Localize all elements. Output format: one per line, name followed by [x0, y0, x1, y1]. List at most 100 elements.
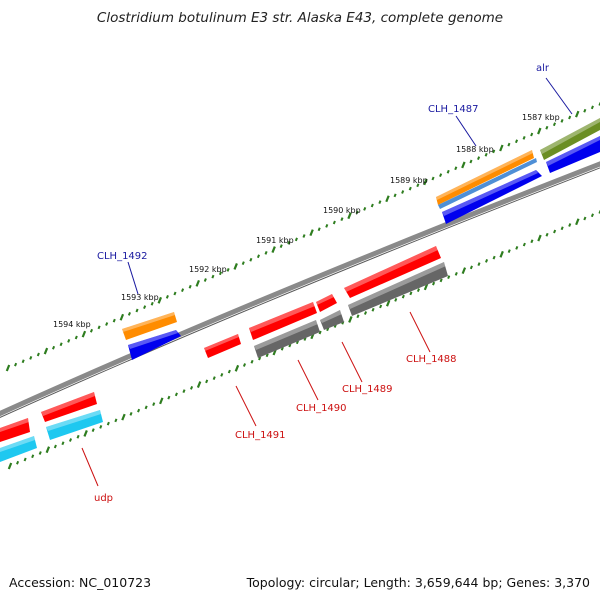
outer-track-tick: [545, 125, 549, 130]
leader-clh-1489: [341, 341, 363, 383]
gene-clh-1488-gray: [348, 262, 448, 316]
inner-track-tick: [385, 299, 391, 307]
inner-track-tick: [379, 304, 383, 309]
inner-track-tick: [23, 457, 27, 462]
outer-track-tick: [14, 362, 18, 367]
outer-track-tick: [499, 144, 504, 152]
inner-track-tick: [371, 307, 375, 312]
outer-track-tick: [143, 305, 147, 309]
outer-track-tick: [507, 142, 511, 147]
inner-track-tick: [537, 234, 542, 242]
inner-track-tick: [250, 359, 254, 364]
outer-track-tick: [59, 342, 63, 347]
gene-alr-top: [540, 118, 600, 160]
inner-track-tick: [394, 298, 398, 302]
outer-track-tick: [431, 176, 435, 181]
gene-clh-1488-gray-highlight: [348, 262, 446, 309]
inner-track-tick: [129, 412, 133, 416]
leader-clh-1492: [127, 261, 139, 295]
inner-track-tick: [348, 316, 353, 323]
gene-label-udp: udp: [94, 493, 113, 504]
inner-track-tick: [190, 385, 194, 390]
inner-track-tick: [114, 418, 118, 423]
gene-udp-cyan: [46, 410, 103, 440]
gene-clh-1487: [436, 150, 534, 205]
gene-clh-1489: [316, 294, 337, 312]
inner-track-tick: [507, 249, 511, 253]
inner-track-tick: [196, 381, 202, 388]
leader-udp: [81, 447, 99, 487]
inner-track-tick: [68, 438, 73, 442]
inner-track-tick: [401, 294, 405, 299]
outer-track-tick: [105, 322, 109, 326]
outer-track-tick: [393, 193, 397, 198]
gene-alr-bottom-highlight: [546, 136, 600, 166]
outer-track-tick: [302, 234, 306, 238]
gene-clh-1490-gray: [254, 320, 320, 358]
inner-track-tick: [167, 395, 171, 400]
inner-track-tick: [83, 430, 88, 437]
outer-track-tick: [81, 330, 87, 338]
gene-label-clh-1489: CLH_1489: [342, 384, 393, 395]
outer-track-tick: [5, 364, 11, 372]
inner-track-tick: [159, 397, 164, 405]
outer-track-tick: [439, 173, 443, 177]
inner-track-tick: [522, 242, 526, 247]
outer-track-tick: [537, 127, 542, 135]
outer-track-tick: [112, 318, 116, 323]
gene-features: [0, 118, 600, 462]
inner-track-tick: [280, 346, 284, 351]
outer-track-tick: [218, 271, 223, 276]
leader-clh-1490: [297, 359, 319, 401]
outer-track-tick: [347, 212, 352, 220]
outer-track-tick: [195, 279, 200, 287]
inner-track-tick: [227, 369, 231, 374]
leader-clh-1487: [455, 115, 477, 147]
outer-track-tick: [590, 105, 594, 110]
inner-track-tick: [423, 283, 429, 291]
outer-track-tick: [568, 115, 572, 120]
inner-track-tick: [53, 444, 57, 449]
outer-track-tick: [29, 355, 33, 360]
gene-label-clh-1490: CLH_1490: [296, 403, 347, 414]
inner-track-tick: [144, 405, 148, 410]
outer-track-tick: [21, 359, 25, 364]
gene-clh-1490-gray-highlight: [254, 320, 318, 350]
gene-label-clh-1492: CLH_1492: [97, 251, 148, 262]
inner-track-tick: [152, 402, 156, 406]
outer-track-tick: [385, 195, 390, 203]
kbp-label: 1589 kbp: [390, 176, 428, 185]
inner-track-tick: [121, 413, 126, 421]
gene-left-cyan-highlight: [0, 436, 35, 452]
gene-clh-1488-highlight: [344, 246, 438, 292]
inner-track-tick: [515, 245, 519, 250]
outer-track-tick: [226, 267, 230, 272]
inner-track-tick: [45, 446, 51, 454]
inner-track-tick: [583, 216, 587, 221]
outer-track-tick: [67, 339, 71, 343]
inner-track-tick: [212, 376, 216, 380]
inner-track-tick: [492, 255, 496, 260]
inner-track-tick: [61, 441, 65, 446]
kbp-label: 1590 kbp: [323, 206, 361, 215]
outer-track-tick: [89, 328, 94, 333]
outer-track-tick: [484, 152, 488, 157]
inner-track-tick: [575, 218, 580, 226]
gene-clh-1489-gray-highlight: [320, 310, 342, 323]
outer-track-tick: [43, 347, 49, 355]
leader-alr: [545, 77, 573, 115]
leader-clh-1491: [235, 385, 257, 427]
inner-track-tick: [318, 330, 322, 335]
outer-track-tick: [560, 119, 564, 123]
outer-track-tick: [279, 244, 283, 249]
gene-clh-1488: [344, 246, 441, 298]
inner-track-tick: [356, 314, 360, 319]
genome-backbone: [0, 161, 600, 417]
outer-track-tick: [355, 210, 359, 215]
inner-track-tick: [439, 278, 443, 283]
genome-backbone-shadow: [0, 167, 600, 419]
gene-left-cyan: [0, 436, 37, 462]
outer-track-tick: [332, 220, 336, 225]
topology-text: Topology: circular; Length: 3,659,644 bp…: [246, 575, 590, 590]
gene-udp: [41, 392, 97, 422]
